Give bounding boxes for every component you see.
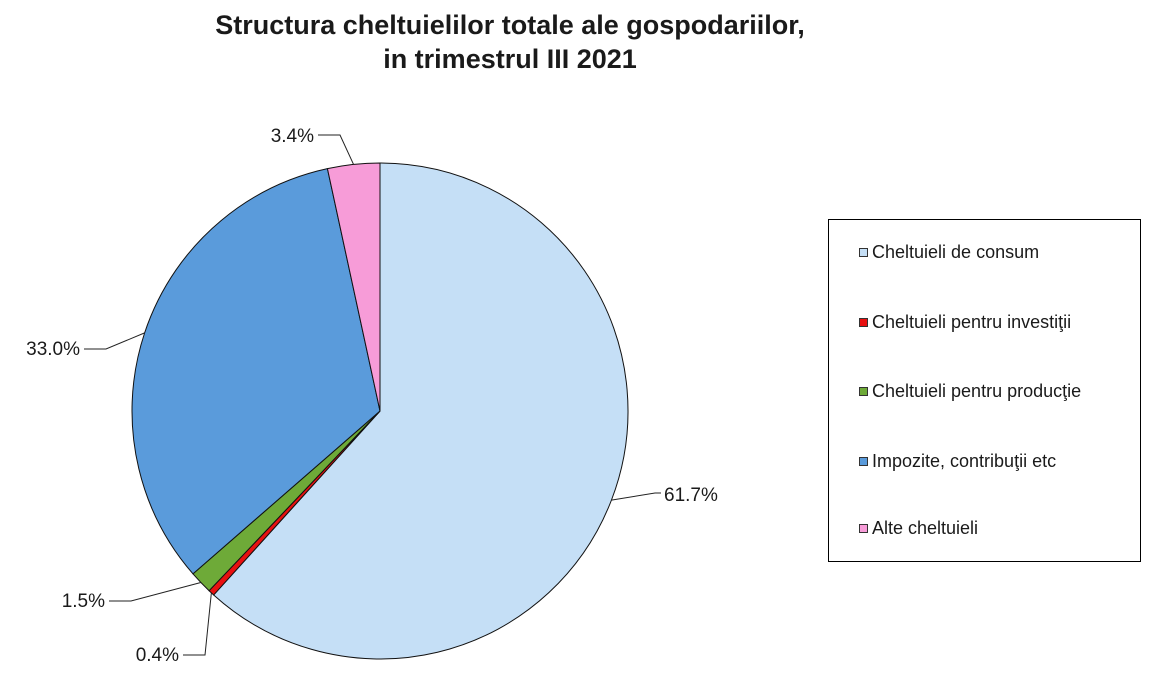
pie-slice-impozite-contribu-ii-etc	[131, 168, 381, 575]
legend-item-productie: Cheltuieli pentru producţie	[859, 381, 1081, 402]
legend-swatch-impozite	[859, 457, 868, 466]
data-label-cheltuieli-pentru-investi-ii: 0.4%	[136, 645, 179, 666]
legend-item-alte: Alte cheltuieli	[859, 518, 978, 539]
chart-title: Structura cheltuielilor totale ale gospo…	[0, 8, 1020, 76]
legend-item-consum: Cheltuieli de consum	[859, 242, 1039, 263]
data-labels: 61.7% 0.4% 1.5% 33.0% 3.4%	[26, 126, 718, 666]
data-label-alte-cheltuieli: 3.4%	[271, 126, 314, 147]
legend-swatch-investitii	[859, 318, 868, 327]
legend-swatch-consum	[859, 248, 868, 257]
legend-label-impozite: Impozite, contribuţii etc	[872, 451, 1057, 471]
chart-title-line-1: Structura cheltuielilor totale ale gospo…	[215, 10, 805, 40]
pie-slice-alte-cheltuieli	[326, 162, 381, 412]
chart-title-line-2: in trimestrul III 2021	[383, 44, 637, 74]
leader-line-cheltuieli-pentru-produc-ie	[109, 581, 201, 602]
legend-label-productie: Cheltuieli pentru producţie	[872, 381, 1082, 401]
data-label-impozite-contribu-ii-etc: 33.0%	[26, 339, 80, 360]
pie-slices	[131, 162, 629, 660]
legend-label-consum: Cheltuieli de consum	[872, 242, 1040, 262]
leader-line-alte-cheltuieli	[318, 134, 355, 165]
legend-label-alte: Alte cheltuieli	[872, 518, 979, 538]
leader-line-cheltuieli-pentru-investi-ii	[183, 592, 212, 656]
legend: Cheltuieli de consum Cheltuieli pentru i…	[828, 219, 1141, 562]
legend-swatch-alte	[859, 524, 868, 533]
leader-line-impozite-contribu-ii-etc	[84, 332, 145, 350]
legend-item-impozite: Impozite, contribuţii etc	[859, 451, 1056, 472]
legend-label-investitii: Cheltuieli pentru investiţii	[872, 312, 1072, 332]
leader-line-cheltuieli-de-consum	[611, 492, 661, 501]
data-label-cheltuieli-de-consum: 61.7%	[664, 485, 718, 506]
legend-item-investitii: Cheltuieli pentru investiţii	[859, 312, 1071, 333]
legend-swatch-productie	[859, 387, 868, 396]
data-label-cheltuieli-pentru-produc-ie: 1.5%	[62, 591, 105, 612]
leader-lines	[84, 134, 661, 656]
